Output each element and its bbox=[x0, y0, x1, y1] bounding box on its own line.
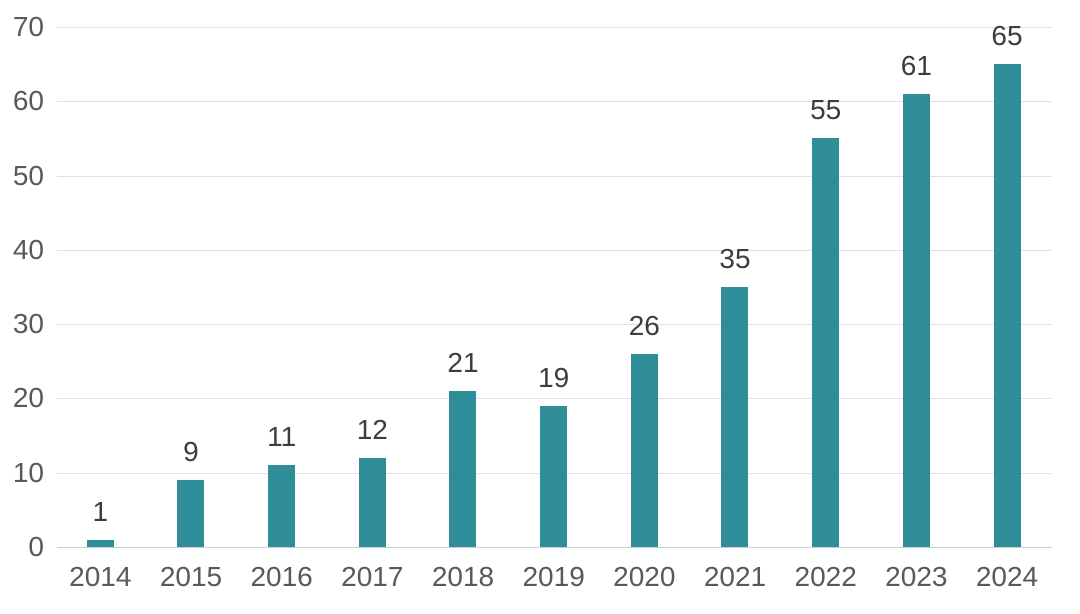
bar-value-label: 35 bbox=[719, 243, 751, 274]
bar-value-label: 26 bbox=[628, 309, 660, 341]
x-tick-label: 2017 bbox=[341, 561, 404, 592]
gridline bbox=[57, 175, 1052, 177]
y-tick-label: 10 bbox=[12, 456, 44, 488]
bar bbox=[177, 480, 205, 547]
bar-value-label: 55 bbox=[810, 94, 842, 126]
y-tick-label: 20 bbox=[12, 382, 44, 414]
x-tick-label: 2024 bbox=[975, 561, 1039, 592]
y-tick-label: 50 bbox=[12, 159, 44, 191]
x-tick-label: 2020 bbox=[613, 561, 676, 592]
x-tick-label: 2015 bbox=[159, 561, 223, 592]
y-tick-label: 0 bbox=[28, 531, 44, 562]
bar bbox=[721, 287, 749, 547]
y-tick-label: 40 bbox=[12, 233, 44, 265]
gridline bbox=[57, 324, 1052, 326]
bar-value-label: 11 bbox=[267, 421, 297, 453]
gridline bbox=[57, 398, 1052, 400]
x-tick-label: 2016 bbox=[250, 561, 313, 592]
y-tick-label: 70 bbox=[12, 11, 44, 42]
x-axis-line bbox=[57, 547, 1052, 548]
x-tick-label: 2014 bbox=[69, 561, 132, 592]
gridline bbox=[57, 249, 1052, 251]
bar-value-label: 1 bbox=[92, 495, 109, 527]
y-tick-label: 60 bbox=[12, 85, 44, 117]
bar bbox=[268, 465, 296, 547]
bar-value-label: 65 bbox=[991, 20, 1023, 52]
x-tick-label: 2019 bbox=[522, 561, 585, 592]
bar bbox=[993, 64, 1021, 547]
x-tick-label: 2021 bbox=[703, 561, 767, 592]
bar-value-label: 9 bbox=[183, 436, 199, 468]
bar bbox=[540, 405, 568, 547]
gridline bbox=[57, 27, 1052, 28]
bar bbox=[812, 138, 840, 547]
gridline bbox=[57, 101, 1052, 103]
bar-value-label: 19 bbox=[538, 361, 570, 393]
bar bbox=[358, 457, 386, 547]
bar bbox=[630, 353, 658, 547]
bar bbox=[449, 391, 477, 547]
x-tick-label: 2022 bbox=[794, 561, 857, 592]
x-tick-label: 2023 bbox=[885, 561, 948, 592]
bar-value-label: 21 bbox=[447, 347, 479, 378]
bar-value-label: 12 bbox=[356, 413, 388, 445]
bar-value-label: 61 bbox=[900, 49, 932, 81]
y-tick-label: 30 bbox=[12, 308, 44, 340]
bar bbox=[902, 93, 930, 547]
bar bbox=[86, 539, 114, 547]
x-tick-label: 2018 bbox=[431, 561, 495, 592]
